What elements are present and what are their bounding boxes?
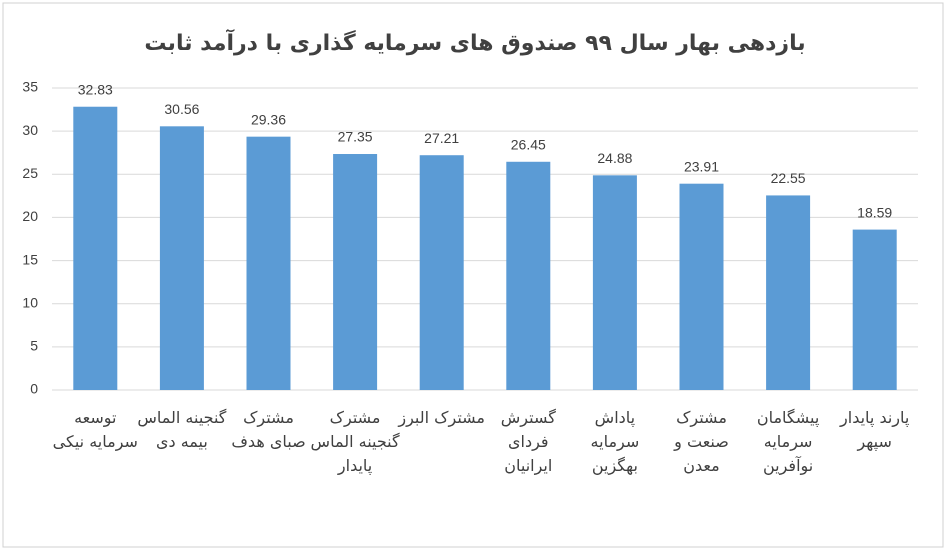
- data-label: 18.59: [857, 204, 892, 220]
- data-label: 23.91: [684, 158, 719, 174]
- x-tick-label: مشترک البرز: [398, 408, 485, 427]
- bar: [679, 183, 724, 390]
- data-label: 26.45: [511, 136, 546, 152]
- x-tick-label: گسترش فردای ایرانیان: [500, 408, 556, 475]
- y-tick-label: 25: [22, 165, 38, 181]
- bar: [419, 155, 464, 390]
- data-label: 22.55: [771, 170, 806, 186]
- y-tick-label: 30: [22, 122, 38, 138]
- bar: [506, 161, 551, 390]
- x-tick-label: مشترک گنجینه الماس پایدار: [310, 408, 400, 475]
- x-tick-label: توسعه سرمایه نیکی: [52, 408, 138, 451]
- y-tick-label: 5: [30, 338, 38, 354]
- bar: [333, 154, 378, 390]
- x-tick-label: مشترک صبای هدف: [231, 408, 306, 451]
- chart-title: بازدهی بهار سال ۹۹ صندوق های سرمایه گذار…: [144, 28, 805, 56]
- bar: [766, 195, 811, 390]
- y-tick-label: 35: [22, 79, 38, 95]
- x-tick-label: گنجینه الماس بیمه دی: [137, 408, 227, 451]
- bar: [159, 126, 204, 391]
- bar: [246, 136, 291, 390]
- y-tick-label: 0: [30, 381, 38, 397]
- x-tick-label: پارند پایدار سپهر: [840, 408, 910, 451]
- data-label: 27.21: [424, 130, 459, 146]
- x-tick-label: پاداش سرمایه بهگزین: [590, 408, 640, 475]
- y-tick-label: 15: [22, 251, 38, 267]
- bar: [592, 175, 637, 390]
- x-tick-label: مشترک صنعت و معدن: [674, 408, 729, 475]
- data-label: 24.88: [597, 150, 632, 166]
- bar: [852, 229, 897, 390]
- x-tick-label: پیشگامان سرمایه نوآفرین: [756, 408, 820, 475]
- y-tick-label: 10: [22, 294, 38, 310]
- data-label: 27.35: [338, 129, 373, 145]
- data-label: 32.83: [78, 81, 113, 97]
- y-tick-label: 20: [22, 208, 38, 224]
- data-label: 29.36: [251, 111, 286, 127]
- bar: [73, 106, 118, 390]
- data-label: 30.56: [164, 101, 199, 117]
